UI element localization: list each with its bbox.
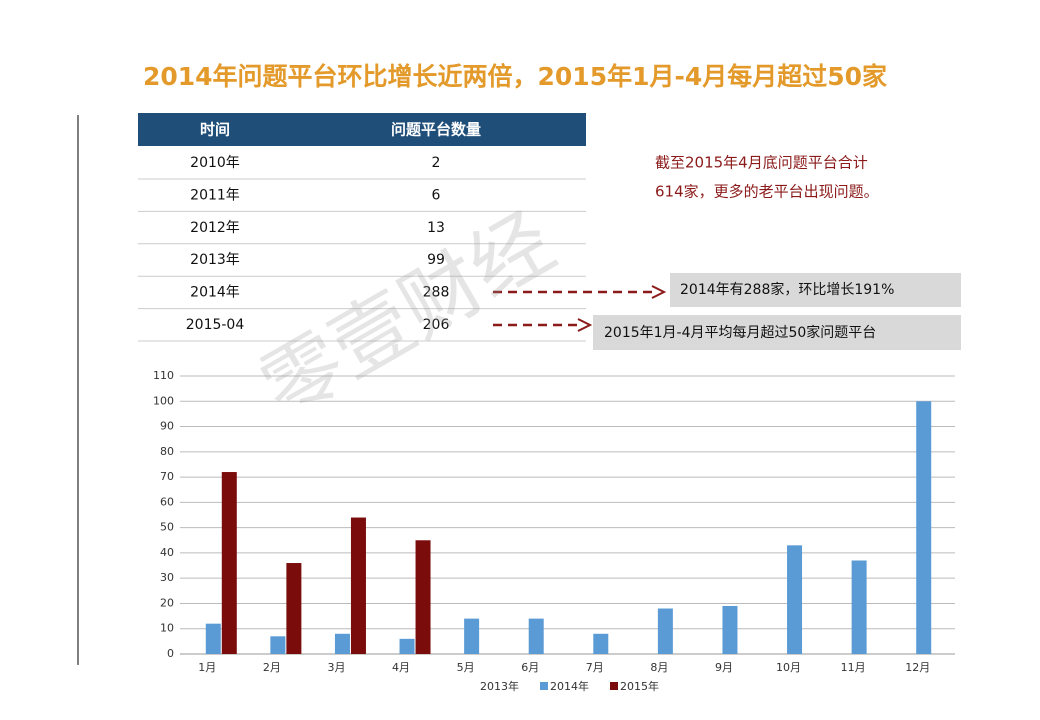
slide-title: 2014年问题平台环比增长近两倍，2015年1月-4月每月超过50家 xyxy=(143,62,887,91)
y-tick-label: 80 xyxy=(160,445,174,458)
table-cell: 2013年 xyxy=(190,252,240,268)
bar xyxy=(916,401,932,654)
x-tick-label: 5月 xyxy=(457,661,475,674)
table-cell: 13 xyxy=(427,220,445,236)
bar xyxy=(722,605,738,654)
table-cell: 288 xyxy=(423,285,450,301)
y-tick-label: 10 xyxy=(160,622,174,635)
legend-swatch xyxy=(540,682,548,690)
x-tick-label: 12月 xyxy=(905,661,930,674)
y-tick-label: 30 xyxy=(160,571,174,584)
table-cell: 206 xyxy=(423,317,450,333)
legend-swatch xyxy=(610,682,618,690)
arrow-head xyxy=(651,285,667,299)
table-cell: 6 xyxy=(432,187,441,203)
x-tick-label: 6月 xyxy=(521,661,539,674)
bar xyxy=(221,472,237,654)
bar xyxy=(270,636,286,654)
table-cell: 2 xyxy=(432,155,441,171)
bar xyxy=(787,545,803,654)
legend-label: 2013年 xyxy=(480,679,519,693)
legend-label: 2015年 xyxy=(620,679,659,693)
table-cell: 2012年 xyxy=(190,220,240,236)
y-tick-label: 110 xyxy=(153,369,174,382)
bar xyxy=(851,560,867,654)
callout: 2014年有288家，环比增长191% xyxy=(680,281,894,298)
y-tick-label: 90 xyxy=(160,420,174,433)
bar xyxy=(593,633,609,654)
callout-box xyxy=(593,315,961,350)
bar xyxy=(528,618,544,654)
y-tick-label: 20 xyxy=(160,596,174,609)
y-tick-label: 50 xyxy=(160,521,174,534)
bar xyxy=(415,540,431,654)
bar xyxy=(399,638,415,654)
y-tick-label: 100 xyxy=(153,394,174,407)
legend-label: 2014年 xyxy=(550,679,589,693)
note: 截至2015年4月底问题平台合计 xyxy=(655,154,868,172)
table-cell: 2011年 xyxy=(190,187,240,203)
table-header: 时间 xyxy=(200,121,230,139)
x-tick-label: 3月 xyxy=(327,661,345,674)
bar xyxy=(205,623,221,654)
table-cell: 2014年 xyxy=(190,285,240,301)
y-tick-label: 40 xyxy=(160,546,174,559)
x-tick-label: 1月 xyxy=(198,661,216,674)
bar xyxy=(657,608,673,654)
x-tick-label: 7月 xyxy=(586,661,604,674)
table-cell: 2015-04 xyxy=(186,317,245,333)
y-tick-label: 60 xyxy=(160,495,174,508)
x-tick-label: 9月 xyxy=(715,661,733,674)
note: 614家，更多的老平台出现问题。 xyxy=(655,183,879,201)
bar xyxy=(464,618,480,654)
x-tick-label: 2月 xyxy=(263,661,281,674)
watermark: 零壹财经 xyxy=(245,195,569,436)
y-tick-label: 0 xyxy=(167,647,174,660)
table-cell: 99 xyxy=(427,252,445,268)
table-cell: 2010年 xyxy=(190,155,240,171)
x-tick-label: 8月 xyxy=(650,661,668,674)
legend-swatch xyxy=(470,682,478,690)
x-tick-label: 4月 xyxy=(392,661,410,674)
x-tick-label: 10月 xyxy=(776,661,801,674)
callout: 2015年1月-4月平均每月超过50家问题平台 xyxy=(604,324,876,341)
bar xyxy=(334,633,350,654)
y-tick-label: 70 xyxy=(160,470,174,483)
bar xyxy=(350,517,366,654)
arrow-head xyxy=(577,318,593,332)
bar xyxy=(286,563,302,654)
table-header-bg xyxy=(138,113,586,146)
table-header: 问题平台数量 xyxy=(391,121,481,139)
callout-box xyxy=(670,273,961,307)
x-tick-label: 11月 xyxy=(841,661,866,674)
